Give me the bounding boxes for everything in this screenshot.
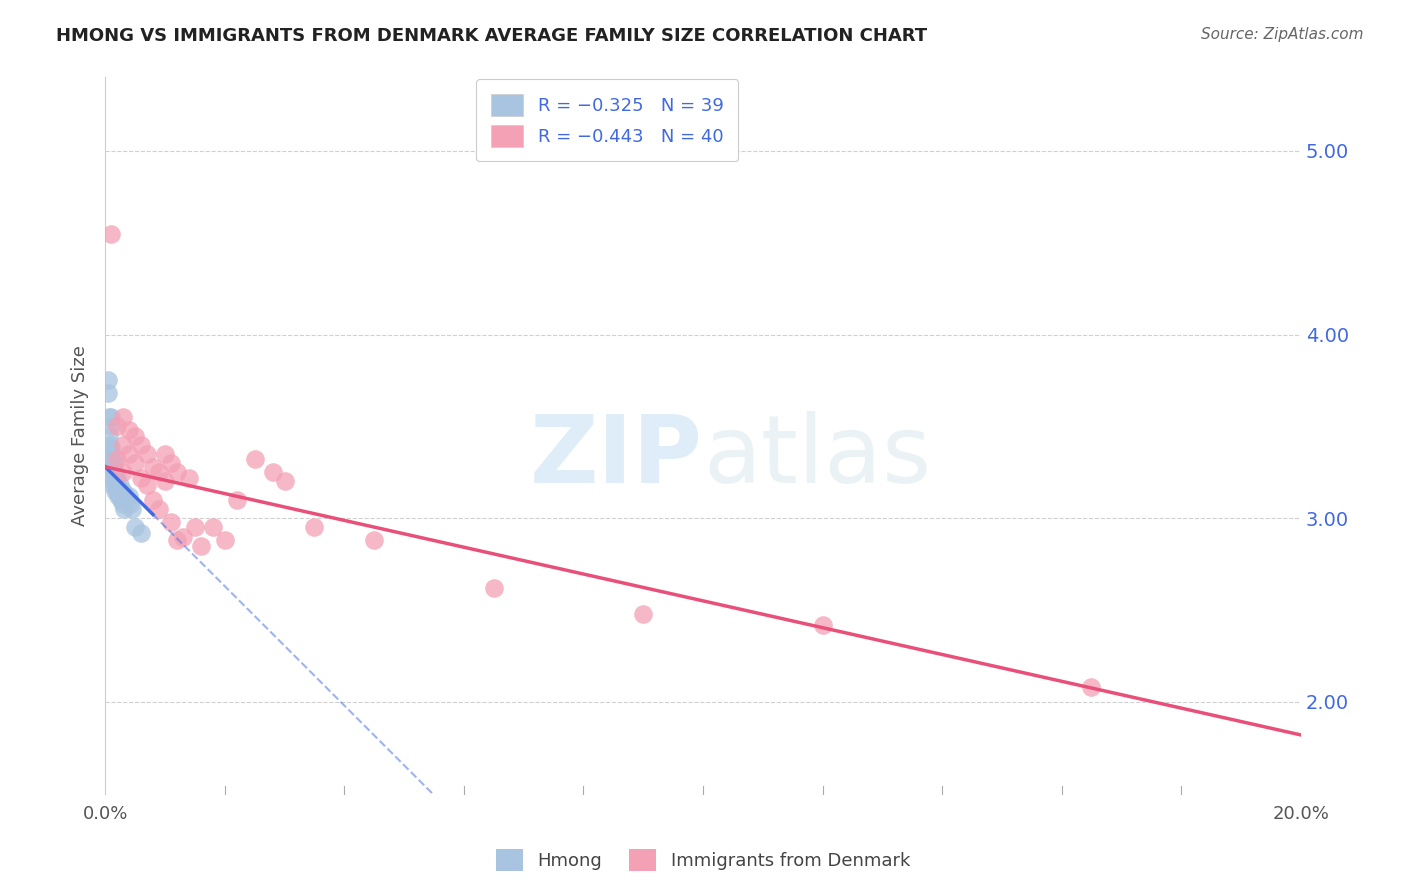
Point (118, 489, 141, 503)
Point (112, 465, 135, 479)
Point (118, 423, 141, 437)
Point (112, 483, 135, 498)
Point (172, 530, 194, 544)
Point (107, 483, 129, 498)
Point (112, 502, 135, 516)
Point (1080, 680, 1102, 694)
Point (129, 525, 152, 540)
Point (811, 617, 834, 632)
Point (104, 465, 127, 479)
Point (105, 478, 128, 492)
Text: ZIP: ZIP (530, 411, 703, 503)
Point (112, 496, 135, 510)
Point (304, 520, 326, 534)
Point (97, 428, 120, 442)
Point (273, 475, 295, 489)
Y-axis label: Average Family Size: Average Family Size (72, 345, 89, 526)
Point (97, 410, 120, 425)
Point (136, 478, 159, 492)
Point (160, 456, 183, 470)
Point (363, 533, 385, 548)
Point (110, 492, 132, 507)
Point (482, 581, 505, 595)
Point (190, 539, 212, 553)
Text: Source: ZipAtlas.com: Source: ZipAtlas.com (1201, 27, 1364, 42)
Point (101, 452, 124, 467)
Point (105, 452, 128, 467)
Point (160, 515, 183, 529)
Text: atlas: atlas (703, 411, 931, 503)
Point (105, 471, 128, 485)
Point (97, 386, 120, 401)
Point (101, 471, 124, 485)
Point (101, 459, 124, 474)
Point (100, 227, 122, 241)
Point (105, 419, 128, 434)
Point (153, 447, 176, 461)
Point (262, 465, 284, 479)
Point (142, 459, 165, 474)
Point (103, 456, 125, 470)
Point (100, 419, 122, 434)
Point (107, 489, 129, 503)
Point (104, 478, 127, 492)
Point (103, 475, 125, 489)
Point (124, 520, 146, 534)
Legend: Hmong, Immigrants from Denmark: Hmong, Immigrants from Denmark (489, 842, 917, 879)
Point (100, 442, 122, 456)
Point (166, 465, 188, 479)
Point (184, 520, 207, 534)
Point (101, 478, 124, 492)
Point (100, 410, 122, 425)
Point (104, 483, 127, 498)
Point (177, 471, 200, 485)
Point (108, 478, 131, 492)
Point (148, 465, 170, 479)
Point (214, 533, 236, 548)
Point (201, 520, 224, 534)
Point (166, 533, 188, 548)
Point (112, 438, 135, 452)
Point (225, 492, 247, 507)
Point (118, 447, 141, 461)
Point (104, 475, 127, 489)
Point (104, 478, 127, 492)
Point (98, 447, 121, 461)
Point (108, 489, 131, 503)
Point (136, 447, 159, 461)
Point (129, 471, 152, 485)
Point (97, 374, 120, 388)
Point (631, 607, 654, 621)
Point (124, 428, 146, 442)
Point (121, 502, 143, 516)
Point (243, 452, 266, 467)
Point (142, 492, 165, 507)
Point (103, 465, 125, 479)
Point (98, 438, 121, 452)
Point (148, 502, 170, 516)
Point (124, 456, 146, 470)
Point (104, 471, 127, 485)
Point (129, 438, 152, 452)
Point (112, 410, 135, 425)
Legend: R = −0.325   N = 39, R = −0.443   N = 40: R = −0.325 N = 39, R = −0.443 N = 40 (477, 79, 738, 161)
Point (105, 483, 128, 498)
Point (120, 496, 142, 510)
Point (153, 475, 176, 489)
Point (115, 492, 138, 507)
Text: HMONG VS IMMIGRANTS FROM DENMARK AVERAGE FAMILY SIZE CORRELATION CHART: HMONG VS IMMIGRANTS FROM DENMARK AVERAGE… (56, 27, 928, 45)
